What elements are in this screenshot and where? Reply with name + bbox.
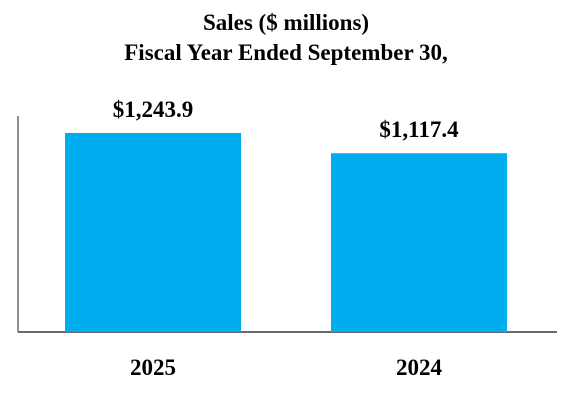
data-label-2025: $1,243.9 xyxy=(113,97,194,122)
bar-2024 xyxy=(331,153,507,332)
chart-title: Sales ($ millions) xyxy=(202,10,370,35)
chart-subtitle: Fiscal Year Ended September 30, xyxy=(124,40,448,65)
chart-title-block: Sales ($ millions) Fiscal Year Ended Sep… xyxy=(0,8,572,68)
x-tick-label-2025: 2025 xyxy=(130,355,176,380)
data-label-2024: $1,117.4 xyxy=(379,117,459,142)
bar-2025 xyxy=(65,132,241,332)
chart-labels: $1,243.9 2025 $1,117.4 2024 xyxy=(113,97,459,380)
x-tick-label-2024: 2024 xyxy=(396,355,443,380)
chart-bars xyxy=(65,132,507,332)
